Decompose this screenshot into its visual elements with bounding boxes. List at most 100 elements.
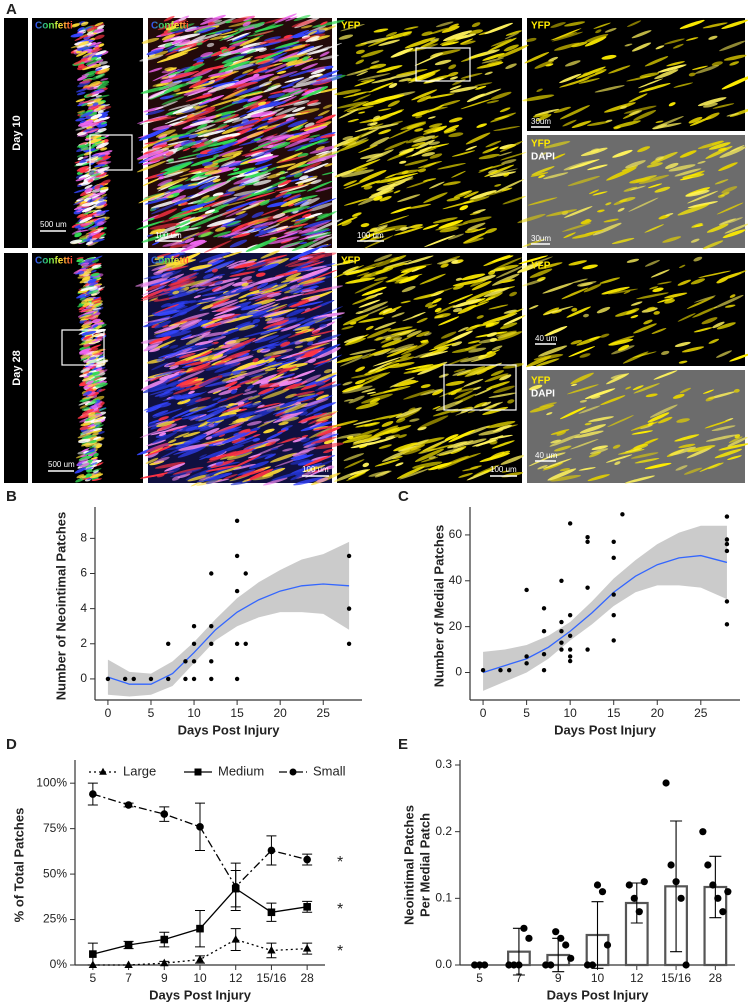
texture	[449, 85, 462, 90]
texture	[175, 347, 208, 356]
texture	[378, 215, 410, 226]
texture	[200, 51, 213, 58]
texture	[471, 22, 481, 28]
texture	[207, 134, 232, 143]
texture	[208, 423, 215, 428]
texture	[257, 275, 285, 284]
texture	[459, 205, 469, 211]
point	[506, 667, 512, 673]
texture	[499, 374, 512, 381]
texture	[402, 448, 422, 455]
texture	[97, 108, 106, 113]
texture	[222, 345, 246, 356]
texture	[361, 128, 380, 137]
texture	[291, 452, 302, 456]
texture	[227, 185, 246, 192]
texture	[82, 273, 90, 277]
texture	[248, 73, 275, 81]
texture	[549, 433, 581, 447]
x-tick-label: 10	[193, 971, 207, 985]
texture	[169, 280, 196, 288]
texture	[342, 385, 373, 394]
texture	[87, 100, 96, 105]
texture	[93, 436, 102, 441]
texture	[81, 406, 91, 411]
texture	[146, 439, 167, 447]
texture	[236, 367, 269, 378]
texture	[167, 23, 195, 33]
texture	[633, 110, 657, 121]
row-label: Day 28	[11, 350, 23, 385]
texture	[376, 183, 396, 191]
texture	[97, 157, 104, 161]
texture	[552, 153, 566, 160]
texture	[92, 302, 102, 308]
texture	[313, 359, 331, 365]
texture	[74, 467, 87, 474]
texture	[624, 475, 656, 484]
point	[191, 624, 197, 629]
texture	[91, 194, 101, 199]
point	[682, 961, 690, 969]
texture	[390, 72, 418, 79]
texture	[279, 380, 289, 386]
texture	[229, 38, 249, 45]
texture	[440, 263, 449, 268]
texture	[196, 123, 208, 130]
texture	[81, 429, 94, 434]
texture	[189, 120, 214, 126]
texture	[525, 37, 537, 42]
texture	[309, 134, 321, 138]
texture	[382, 425, 412, 435]
texture	[82, 120, 94, 125]
marker	[160, 958, 169, 967]
texture	[159, 95, 174, 100]
texture	[218, 433, 226, 438]
texture	[252, 224, 263, 230]
texture	[280, 324, 301, 332]
annotation: *	[337, 854, 343, 871]
texture	[149, 116, 177, 122]
texture	[311, 329, 321, 334]
texture	[89, 459, 101, 465]
texture	[724, 223, 748, 234]
texture	[196, 42, 203, 46]
texture	[260, 362, 283, 370]
texture	[647, 412, 670, 423]
texture	[238, 210, 247, 215]
texture	[536, 88, 543, 93]
texture	[242, 478, 251, 483]
texture	[673, 82, 694, 88]
texture	[412, 461, 443, 469]
y-tick-label: 40	[449, 573, 463, 587]
texture	[282, 240, 305, 248]
texture	[151, 241, 160, 246]
texture	[275, 231, 299, 240]
texture	[176, 141, 197, 151]
texture	[185, 411, 195, 417]
panel-letter: C	[398, 488, 409, 505]
texture	[172, 211, 202, 218]
texture	[412, 135, 436, 143]
texture	[305, 465, 333, 478]
texture	[169, 344, 179, 349]
texture	[156, 82, 169, 87]
texture	[95, 73, 106, 79]
texture	[253, 179, 272, 186]
texture	[212, 65, 225, 70]
texture	[369, 136, 390, 147]
texture	[219, 161, 247, 169]
texture	[231, 63, 254, 71]
point	[567, 658, 573, 664]
texture	[264, 453, 277, 460]
texture	[165, 265, 189, 272]
texture	[294, 326, 311, 331]
texture	[545, 63, 554, 67]
point	[585, 585, 590, 590]
texture	[267, 93, 286, 99]
texture	[273, 142, 291, 150]
texture	[158, 416, 169, 421]
x-tick-label: 15/16	[661, 971, 691, 985]
texture	[85, 220, 94, 224]
texture	[315, 77, 328, 82]
